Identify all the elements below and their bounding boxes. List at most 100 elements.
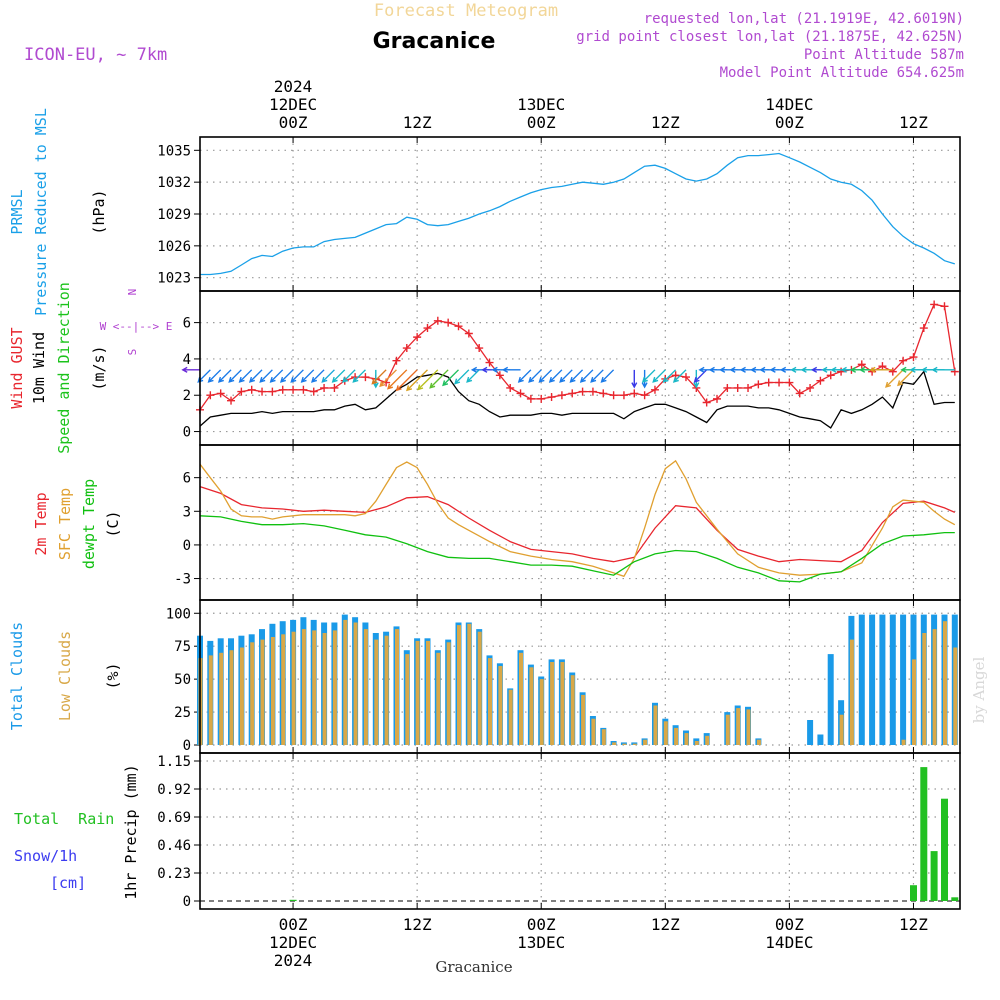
dewpt-temp-line — [199, 515, 955, 583]
wind-gust-point — [816, 376, 825, 385]
wind-arrow — [631, 369, 638, 389]
wind-arrow — [442, 369, 459, 387]
compass-we: W <--|--> E — [100, 320, 173, 333]
total-clouds-bar — [807, 720, 814, 745]
wind-gust-point — [723, 383, 732, 392]
low-clouds-bar — [374, 639, 379, 745]
wind-arrow — [569, 369, 584, 383]
wind-gust-point — [268, 387, 277, 396]
wind-arrow — [869, 366, 893, 373]
wind-gust-point — [754, 380, 763, 389]
wind-gust-point — [588, 387, 597, 396]
total-clouds-bar — [817, 734, 824, 745]
wind-arrow — [538, 369, 553, 383]
time-label-top: 00Z — [775, 113, 804, 132]
total-rain-bar — [910, 885, 917, 901]
point-altitude: Point Altitude 587m — [804, 47, 964, 63]
low-clouds-bar — [343, 619, 348, 745]
temp-subtitle2: dewpt Temp — [80, 479, 98, 569]
wind-gust-point — [330, 383, 339, 392]
total-rain-bar — [289, 899, 297, 901]
precip-ytick-label: 1.15 — [157, 754, 191, 770]
low-clouds-bar — [932, 629, 937, 745]
wind-gust-point — [320, 383, 329, 392]
wind-arrow — [279, 369, 294, 383]
wind-gust-point — [919, 324, 928, 333]
temperature-ytick-label: -3 — [174, 572, 191, 588]
wind-gust-point — [464, 329, 473, 338]
time-label-top: 14DEC — [765, 95, 813, 114]
wind-gust-point — [878, 362, 887, 371]
wind-arrow — [406, 369, 428, 392]
snow-unit: [cm] — [50, 874, 86, 892]
wind-arrow — [379, 369, 397, 388]
low-clouds-bar — [901, 739, 906, 745]
wind-arrow — [181, 366, 200, 373]
clouds-subtitle: Low Clouds — [56, 631, 74, 721]
low-clouds-bar — [395, 629, 399, 745]
wind-gust-point — [713, 394, 722, 403]
time-label-bottom: 00Z — [279, 915, 308, 934]
pressure-ytick-label: 1029 — [157, 207, 191, 223]
low-clouds-bar — [301, 629, 306, 745]
compass-south: S — [126, 349, 139, 356]
prmsl-line — [200, 152, 955, 276]
wind-gust-point — [609, 391, 618, 400]
wind-arrow — [693, 369, 708, 383]
wind-arrow — [321, 369, 335, 383]
time-label-top: 12DEC — [269, 95, 317, 114]
wind-arrow — [269, 369, 284, 383]
low-clouds-bar — [405, 654, 410, 745]
wind-arrow — [371, 369, 387, 385]
precip-ytick-label: 0 — [183, 894, 191, 910]
wind-arrow — [311, 369, 325, 383]
low-clouds-bar — [332, 630, 337, 745]
time-label-bottom: 12Z — [403, 915, 432, 934]
wind-gust-point — [733, 383, 742, 392]
low-clouds-bar — [270, 637, 275, 745]
low-clouds-bar — [519, 652, 523, 745]
low-clouds-bar — [384, 635, 389, 745]
temperature-ytick-label: 6 — [183, 471, 191, 487]
wind-arrow — [228, 369, 242, 383]
time-label-bottom: 2024 — [274, 951, 313, 970]
2m-temp-line — [199, 485, 956, 563]
time-label-bottom: 00Z — [775, 915, 804, 934]
wind-arrow — [931, 366, 955, 373]
wind-arrow — [300, 369, 315, 383]
wind-gust-point — [402, 344, 411, 353]
time-label-bottom: 13DEC — [517, 933, 565, 952]
clouds-panel: 0 25 50 75 100 — [166, 599, 961, 754]
wind-arrow — [429, 369, 449, 389]
wind-gust-point — [289, 385, 298, 394]
low-clouds-bar — [239, 647, 244, 745]
pressure-ytick-label: 1023 — [157, 271, 191, 287]
total-clouds-bar — [900, 614, 907, 745]
wind-gust-point — [495, 371, 504, 380]
precip-unit: 1hr Precip (mm) — [122, 764, 140, 899]
wind-gust-point — [826, 371, 835, 380]
low-clouds-bar — [756, 739, 761, 745]
rain-title: Total Rain — [14, 810, 114, 828]
wind-panel: 0 2 4 6 — [181, 290, 961, 446]
low-clouds-bar — [363, 629, 368, 745]
wind-arrow — [248, 369, 263, 383]
wind-arrow — [885, 369, 904, 388]
wind-arrow — [548, 369, 563, 383]
wind-gust-point — [909, 353, 918, 362]
wind-gust-point — [650, 385, 659, 394]
clouds-ytick-label: 75 — [174, 639, 191, 655]
total-rain-bar — [930, 851, 938, 901]
wind-arrow — [517, 369, 532, 383]
temperature-frame — [199, 444, 961, 601]
total-clouds-bar — [869, 614, 876, 745]
wind-gust-point — [309, 387, 318, 396]
low-clouds-bar — [477, 631, 482, 745]
wind-gust-point — [216, 389, 225, 398]
wind-arrow — [454, 369, 470, 385]
wind-gust-point — [930, 300, 939, 309]
low-clouds-bar — [291, 631, 296, 745]
gridpoint-coords: grid point closest lon,lat (21.1875E, 42… — [576, 29, 964, 45]
clouds-title: Total Clouds — [8, 622, 26, 730]
